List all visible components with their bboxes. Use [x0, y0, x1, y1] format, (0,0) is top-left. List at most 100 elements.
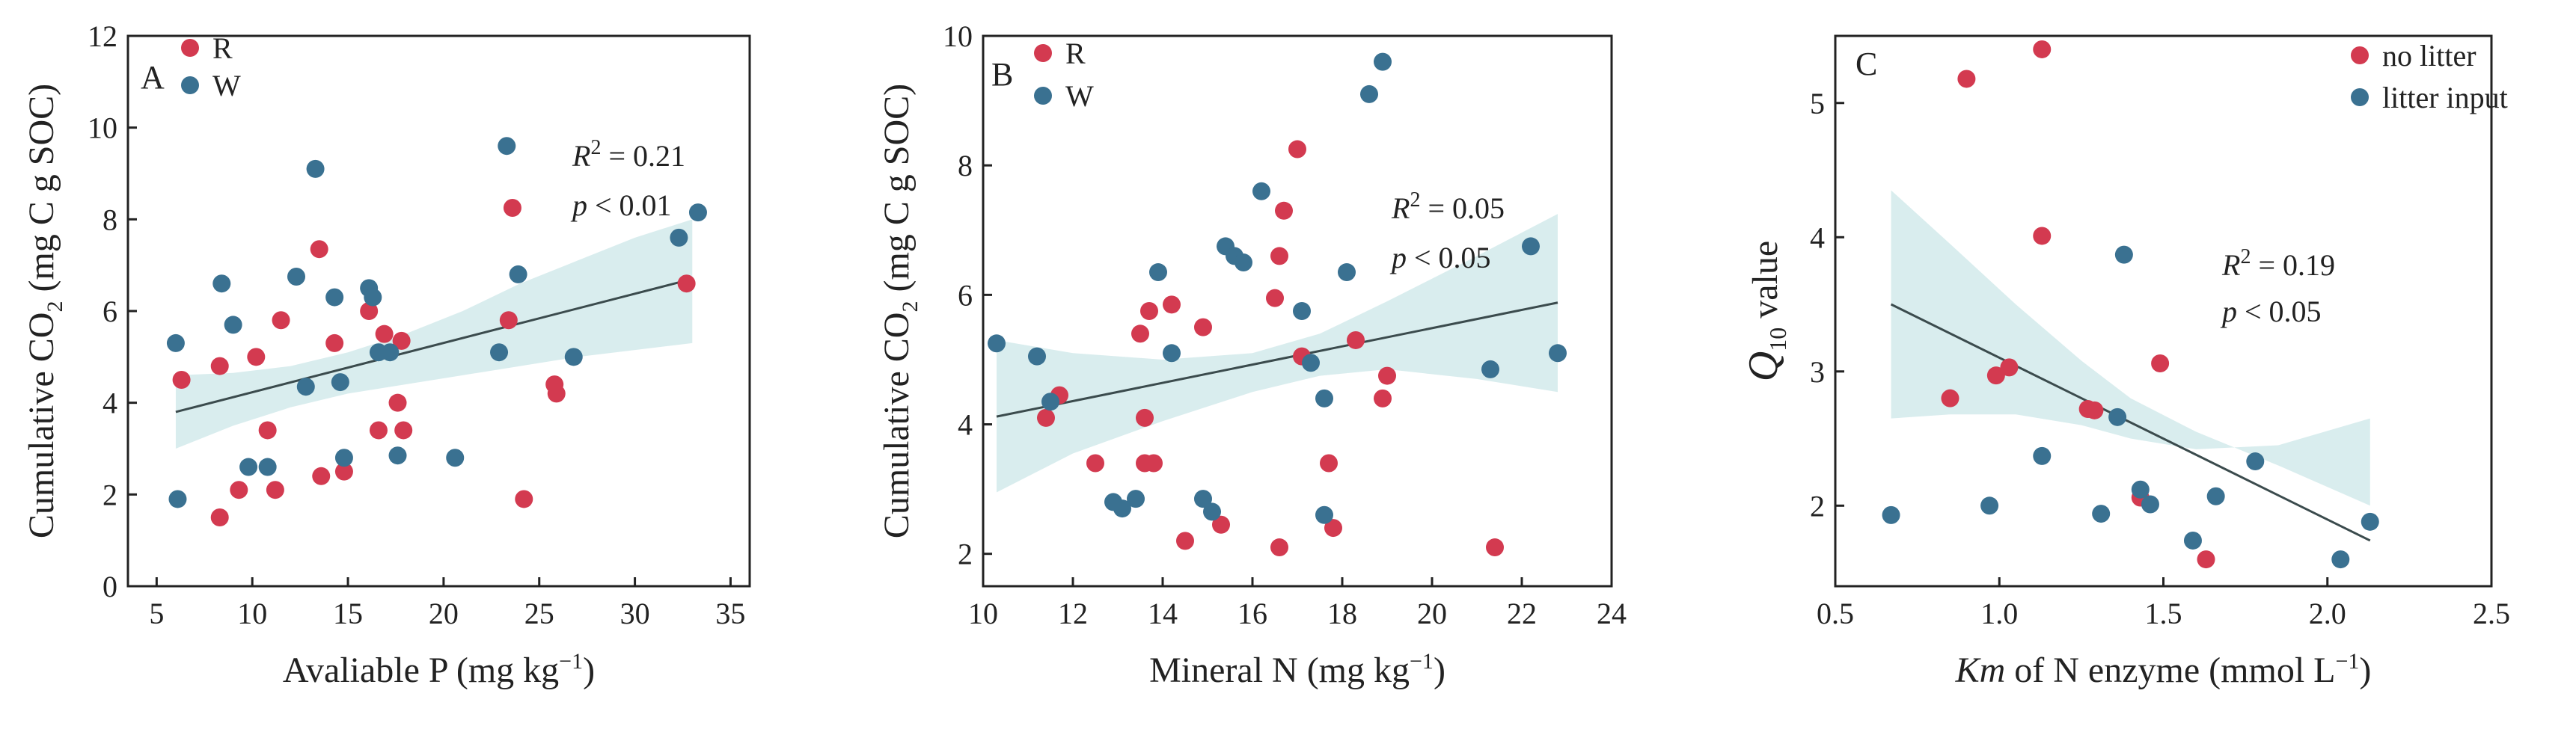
data-point	[258, 421, 277, 440]
y-tick-label: 2	[1810, 489, 1825, 523]
data-point	[1320, 454, 1338, 473]
y-axis-title-sub: 2	[43, 301, 67, 313]
p-value-annotation: p < 0.01	[570, 188, 672, 222]
legend-marker	[1034, 44, 1052, 62]
data-point	[1324, 519, 1342, 538]
p-value: < 0.01	[587, 188, 672, 222]
data-point	[1266, 289, 1284, 307]
data-point	[1203, 502, 1221, 521]
x-tick-label: 25	[524, 597, 554, 630]
y-tick-label: 4	[958, 408, 973, 442]
y-axis-title: Cumulative CO2 (mg C g SOC)	[22, 84, 67, 538]
y-tick-label: 3	[1810, 355, 1825, 389]
data-point	[306, 159, 325, 178]
data-point	[1486, 538, 1504, 557]
data-point	[677, 274, 696, 293]
data-point	[2085, 401, 2104, 419]
data-point	[988, 334, 1006, 353]
p-symbol: p	[570, 188, 587, 222]
data-point	[1149, 263, 1167, 282]
data-point	[1302, 354, 1320, 372]
data-point	[446, 449, 465, 467]
y-axis-title-text: Cumulative CO	[22, 313, 61, 539]
y-axis-title-tail: (mg C g SOC)	[877, 84, 917, 301]
data-point	[287, 268, 306, 286]
x-axis-title-text: Avaliable P (mg kg	[283, 651, 559, 690]
data-point	[375, 325, 394, 343]
x-axis-title-tail: )	[2359, 651, 2371, 690]
data-point	[2033, 446, 2052, 465]
data-point	[2331, 550, 2350, 569]
x-tick-label: 2.5	[2473, 597, 2510, 630]
data-point	[312, 467, 331, 485]
data-point	[360, 302, 379, 320]
data-point	[1360, 84, 1378, 103]
data-point	[1163, 295, 1181, 314]
r-squared-symbol: R	[2221, 248, 2240, 282]
data-point	[239, 458, 258, 476]
y-tick-label: 8	[958, 149, 973, 182]
data-point	[166, 333, 185, 352]
legend-label: no litter	[2382, 39, 2476, 73]
r-squared-sup: 2	[2240, 245, 2251, 268]
x-axis-title: Mineral N (mg kg−1)	[1149, 649, 1445, 690]
x-tick-label: 15	[333, 597, 363, 630]
data-point	[499, 311, 518, 330]
x-axis-title-sup: −1	[1410, 649, 1434, 674]
x-tick-label: 2.0	[2309, 597, 2346, 630]
data-point	[224, 316, 242, 334]
y-tick-label: 10	[88, 111, 117, 145]
data-point	[369, 421, 388, 440]
data-point	[1037, 408, 1055, 427]
x-axis-title-sup: −1	[2336, 649, 2360, 674]
y-tick-label: 4	[1810, 221, 1825, 254]
legend-marker	[181, 76, 199, 94]
y-tick-label: 6	[958, 278, 973, 312]
x-axis-title-tail: )	[1434, 651, 1445, 690]
data-point	[1374, 52, 1392, 71]
r-squared-value: = 0.05	[1420, 191, 1505, 225]
data-point	[1986, 366, 2005, 385]
data-point	[1941, 389, 1959, 407]
data-point	[1113, 499, 1131, 518]
x-tick-label: 20	[429, 597, 459, 630]
y-tick-label: 0	[103, 570, 117, 603]
panel-label: B	[991, 56, 1013, 93]
data-point	[272, 311, 290, 330]
y-tick-label: 8	[103, 203, 117, 236]
data-point	[1374, 389, 1392, 407]
data-point	[498, 137, 516, 156]
panel-label: A	[141, 59, 165, 96]
regression-line	[1890, 303, 2371, 542]
confidence-band	[997, 214, 1558, 493]
data-point	[688, 203, 707, 222]
y-axis-title: Cumulative CO2 (mg C g SOC)	[877, 84, 923, 538]
p-value-annotation: p < 0.05	[2220, 295, 2322, 328]
data-point	[331, 373, 349, 392]
y-axis-title: Q10 value	[1740, 241, 1791, 381]
data-point	[1145, 454, 1163, 473]
y-axis-title-tail: (mg C g SOC)	[22, 84, 61, 301]
x-tick-label: 16	[1237, 597, 1267, 630]
data-point	[296, 378, 315, 396]
panel-label: C	[1855, 46, 1877, 82]
data-point	[1522, 237, 1540, 256]
x-tick-label: 20	[1417, 597, 1447, 630]
r-squared-symbol: R	[1391, 191, 1410, 225]
data-point	[168, 490, 187, 508]
legend-label: litter input	[2382, 81, 2508, 114]
x-tick-label: 1.0	[1980, 597, 2018, 630]
legend-label: R	[1065, 37, 1086, 70]
data-point	[388, 446, 407, 465]
x-axis-title-text: of N enzyme (mmol L	[2005, 651, 2335, 690]
data-point	[1131, 325, 1149, 343]
data-point	[210, 357, 229, 375]
data-point	[2092, 505, 2111, 523]
data-point	[1293, 302, 1311, 320]
p-value: < 0.05	[1407, 241, 1491, 274]
data-point	[172, 371, 191, 389]
data-point	[2246, 452, 2265, 471]
data-point	[212, 274, 231, 293]
